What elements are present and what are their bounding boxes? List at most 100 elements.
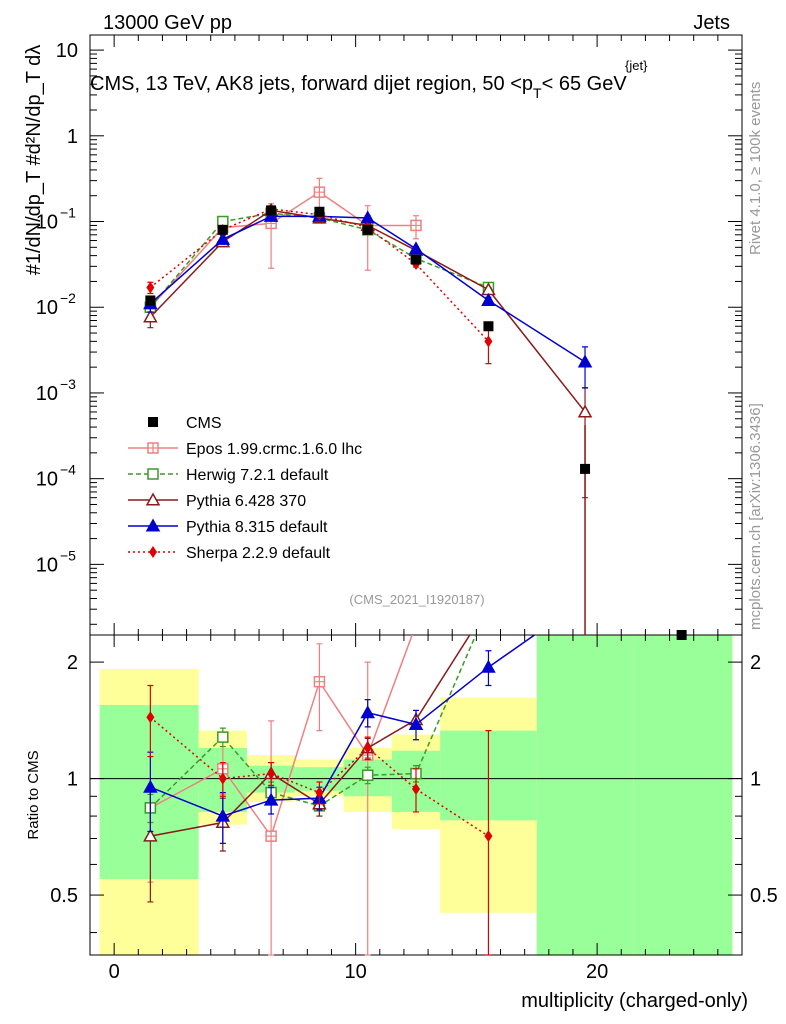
series-3-ratio-cap-6 [485, 650, 492, 687]
y-main-tick-exp-3: −2 [60, 290, 76, 306]
y-ratio-tick-label-left-1: 1 [67, 769, 78, 791]
series-4-ratio-point-3 [315, 786, 324, 799]
series-4-ratio-point-4 [363, 741, 372, 754]
y-main-tick-label-1: 1 [67, 126, 78, 148]
series-0-main-point-5-cross [411, 220, 421, 231]
series-3-main-point-1 [215, 231, 231, 245]
series-0-ratio-point-2-cross [266, 831, 277, 842]
series-4-ratio-cap-1 [219, 761, 226, 797]
cms-point-0 [145, 295, 156, 306]
series-3-ratio-point-4 [360, 705, 375, 719]
series-4-ratio-cap-0 [147, 684, 154, 758]
series-0-ratio-point-3-cross [314, 676, 325, 687]
legend-label-2: Herwig 7.2.1 default [186, 467, 329, 484]
series-2-ratio-point-0 [143, 828, 158, 842]
cms-data-points [145, 205, 687, 640]
legend-marker-4 [145, 518, 161, 532]
series-3-main-point-6 [481, 292, 496, 306]
series-0-main-cap-5 [413, 215, 419, 240]
x-tick-label-0: 0 [109, 961, 120, 983]
rivet-version-label: Rivet 4.1.0, ≥ 100k events [747, 82, 764, 255]
cms-point-1 [217, 224, 228, 235]
legend: CMS Epos 1.99.crmc.1.6.0 lhc Herwig 7.2.1 … [128, 415, 362, 562]
series-3-ratio-point-6 [481, 659, 496, 673]
cms-point-6 [483, 321, 494, 332]
series-0-ratio-cap-4 [364, 661, 371, 956]
series-3-main-point-2 [263, 208, 279, 222]
series-3-ratio-point-1 [215, 808, 231, 822]
chart-title: CMS, 13 TeV, AK8 jets, forward dijet reg… [90, 73, 627, 101]
ratio-y-axis-label: Ratio to CMS [25, 750, 42, 839]
y-ratio-tick-label-left-0: 2 [67, 652, 78, 674]
y-ratio-tick-label-right-0: 2 [750, 652, 761, 674]
series-4-ratio-cap-3 [316, 781, 323, 805]
y-main-tick-label-6: 10 [36, 554, 58, 576]
cms-point-7 [580, 463, 591, 474]
cms-point-4 [362, 224, 373, 235]
x-tick-label-10: 10 [345, 961, 367, 983]
series-3-ratio-cap-2 [268, 786, 275, 815]
x-tick-label-20: 20 [586, 961, 608, 983]
legend-marker-0 [148, 417, 158, 427]
series-3-main-point-7 [577, 354, 593, 368]
series-4-ratio-point-1 [218, 772, 227, 785]
series-3-main-point-5 [408, 241, 424, 255]
y-ratio-tick-label-right-1: 1 [750, 769, 761, 791]
series-1-ratio-point-4 [361, 769, 374, 782]
series-4-main-line [149, 208, 489, 342]
band-green-7 [536, 635, 634, 955]
y-main-tick-exp-5: −4 [60, 462, 76, 478]
legend-label-5: Sherpa 2.2.9 default [186, 545, 331, 562]
series-2-ratio-line [150, 635, 471, 837]
series-0-ratio-cap-3 [316, 643, 323, 732]
series-2-main-point-0 [143, 309, 158, 323]
series-4-ratio-point-0 [146, 711, 155, 724]
analysis-watermark: (CMS_2021_I1920187) [349, 592, 484, 607]
y-ratio-tick-label-right-2: 0.5 [750, 885, 778, 907]
series-3-ratio-line [150, 635, 536, 817]
x-axis-label: multiplicity (charged-only) [521, 990, 748, 1012]
cms-point-2 [266, 205, 277, 216]
series-1-ratio-cap-1 [219, 727, 226, 748]
cms-point-8 [676, 630, 687, 640]
series-4-main-point-6 [484, 335, 493, 348]
y-main-tick-exp-4: −3 [60, 376, 76, 392]
series-3-ratio-cap-5 [413, 709, 419, 741]
axis-ticks [90, 35, 742, 955]
legend-label-3: Pythia 6.428 370 [186, 493, 306, 510]
series-0-main-cap-4 [364, 205, 371, 271]
series-4-ratio-point-6 [484, 830, 493, 843]
legend-marker-2 [147, 468, 159, 480]
legend-marker-1-cross [148, 443, 158, 453]
series-4-ratio-cap-6 [485, 730, 492, 956]
series-2-main-point-7 [577, 404, 593, 418]
series-1-ratio-cap-4 [364, 766, 371, 785]
ratio-series [143, 635, 536, 956]
legend-label-0: CMS [186, 415, 222, 432]
cms-point-5 [411, 254, 421, 265]
series-0-ratio-cap-2 [268, 720, 275, 956]
y-main-tick-label-5: 10 [36, 469, 58, 491]
main-y-axis-label: #1/dN/dp_T #d²N/dp_T dλ [23, 45, 45, 276]
series-4-ratio-cap-4 [364, 736, 371, 761]
mcplots-label: mcplots.cern.ch [arXiv:1306.3436] [747, 403, 764, 630]
chart-title-superscript: {jet} [625, 58, 648, 73]
header-category: Jets [693, 12, 730, 34]
y-main-tick-label-3: 10 [36, 297, 58, 319]
y-main-tick-label-4: 10 [36, 383, 58, 405]
legend-marker-5 [149, 546, 157, 558]
ratio-plot-frame [89, 634, 743, 956]
series-3-ratio-cap-4 [364, 698, 371, 728]
legend-label-4: Pythia 8.315 default [186, 519, 328, 536]
series-4-ratio-point-5 [412, 782, 420, 795]
series-4-ratio-point-2 [267, 767, 276, 780]
y-ratio-tick-label-left-2: 0.5 [50, 885, 78, 907]
legend-label-1: Epos 1.99.crmc.1.6.0 lhc [186, 441, 362, 458]
band-green-8 [633, 635, 733, 955]
series-0-ratio-line [150, 635, 413, 838]
series-3-ratio-point-0 [143, 779, 158, 793]
y-main-tick-label-2: 10 [36, 212, 58, 234]
legend-marker-3 [145, 492, 161, 506]
